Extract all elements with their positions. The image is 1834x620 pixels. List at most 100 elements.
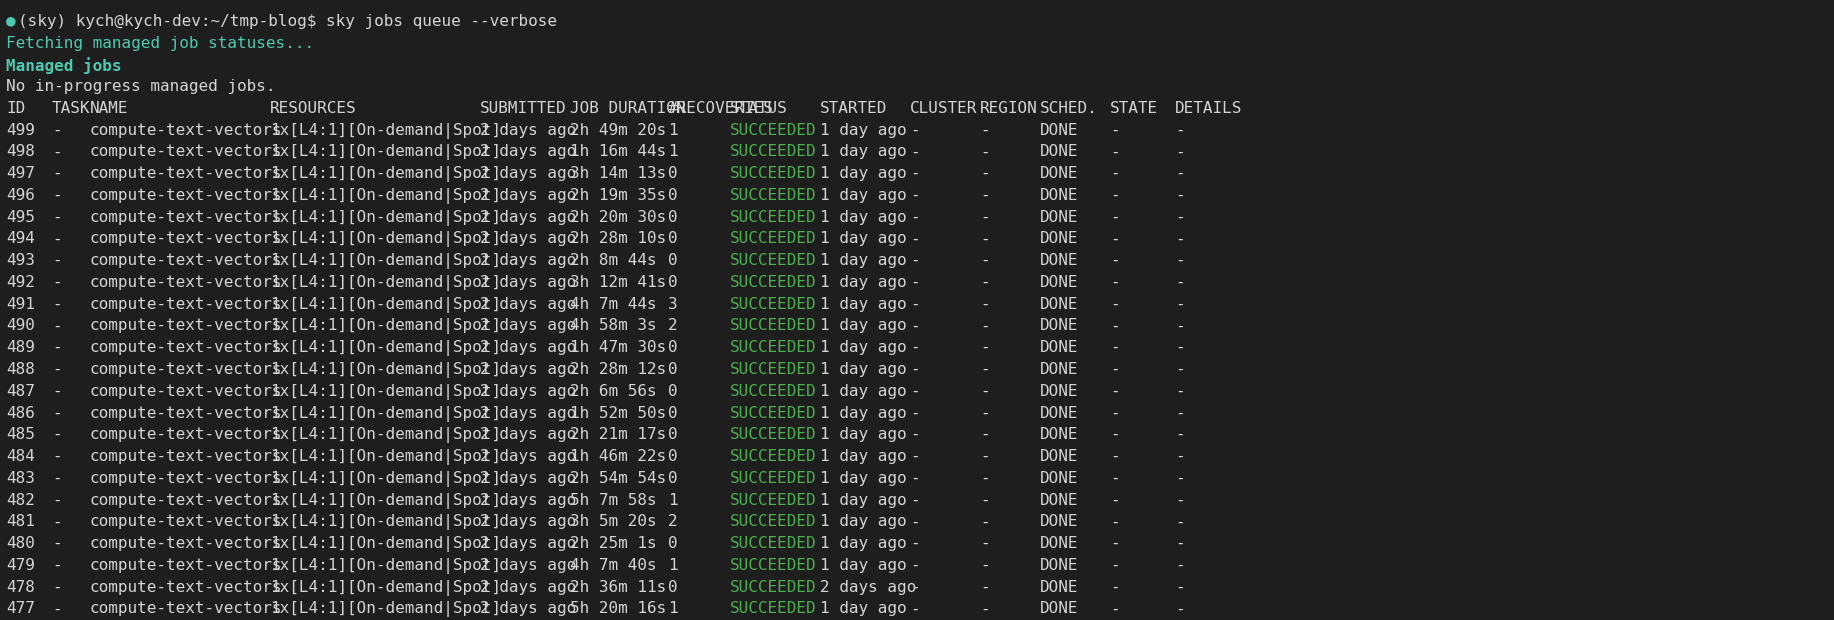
Text: DONE: DONE <box>1040 210 1078 224</box>
Text: 1x[L4:1][On-demand|Spot]: 1x[L4:1][On-demand|Spot] <box>270 340 501 356</box>
Text: -: - <box>1176 449 1185 464</box>
Text: 1 day ago: 1 day ago <box>820 253 906 268</box>
Text: -: - <box>910 231 919 246</box>
Text: 1 day ago: 1 day ago <box>820 297 906 312</box>
Text: ID: ID <box>6 101 26 116</box>
Text: SUCCEEDED: SUCCEEDED <box>730 210 816 224</box>
Text: compute-text-vectors: compute-text-vectors <box>90 601 282 616</box>
Text: 489: 489 <box>6 340 35 355</box>
Text: -: - <box>51 231 62 246</box>
Text: compute-text-vectors: compute-text-vectors <box>90 580 282 595</box>
Text: 2: 2 <box>668 515 677 529</box>
Text: -: - <box>1110 384 1119 399</box>
Text: compute-text-vectors: compute-text-vectors <box>90 166 282 181</box>
Text: -: - <box>1110 231 1119 246</box>
Text: 2h 8m 44s: 2h 8m 44s <box>570 253 657 268</box>
Text: 2h 49m 20s: 2h 49m 20s <box>570 123 666 138</box>
Text: 0: 0 <box>668 405 677 420</box>
Text: DONE: DONE <box>1040 231 1078 246</box>
Text: 1h 46m 22s: 1h 46m 22s <box>570 449 666 464</box>
Text: -: - <box>910 471 919 486</box>
Text: 2h 28m 10s: 2h 28m 10s <box>570 231 666 246</box>
Text: -: - <box>1176 144 1185 159</box>
Text: 1h 52m 50s: 1h 52m 50s <box>570 405 666 420</box>
Text: -: - <box>1110 492 1119 508</box>
Text: 3h 12m 41s: 3h 12m 41s <box>570 275 666 290</box>
Text: -: - <box>979 471 990 486</box>
Text: -: - <box>51 362 62 377</box>
Text: -: - <box>51 384 62 399</box>
Text: -: - <box>979 601 990 616</box>
Text: 490: 490 <box>6 319 35 334</box>
Text: Fetching managed job statuses...: Fetching managed job statuses... <box>6 35 314 51</box>
Text: -: - <box>1176 188 1185 203</box>
Text: 3h 5m 20s: 3h 5m 20s <box>570 515 657 529</box>
Text: -: - <box>51 580 62 595</box>
Text: 2 days ago: 2 days ago <box>481 362 576 377</box>
Text: 2 days ago: 2 days ago <box>481 471 576 486</box>
Text: compute-text-vectors: compute-text-vectors <box>90 123 282 138</box>
Text: compute-text-vectors: compute-text-vectors <box>90 340 282 355</box>
Text: -: - <box>1110 427 1119 442</box>
Text: compute-text-vectors: compute-text-vectors <box>90 558 282 573</box>
Text: 0: 0 <box>668 580 677 595</box>
Text: -: - <box>51 319 62 334</box>
Text: 477: 477 <box>6 601 35 616</box>
Text: 1x[L4:1][On-demand|Spot]: 1x[L4:1][On-demand|Spot] <box>270 536 501 552</box>
Text: SUCCEEDED: SUCCEEDED <box>730 188 816 203</box>
Text: -: - <box>910 188 919 203</box>
Text: 2 days ago: 2 days ago <box>481 536 576 551</box>
Text: -: - <box>979 427 990 442</box>
Text: 5h 20m 16s: 5h 20m 16s <box>570 601 666 616</box>
Text: 1x[L4:1][On-demand|Spot]: 1x[L4:1][On-demand|Spot] <box>270 231 501 247</box>
Text: SUCCEEDED: SUCCEEDED <box>730 558 816 573</box>
Text: -: - <box>910 362 919 377</box>
Text: DONE: DONE <box>1040 188 1078 203</box>
Text: compute-text-vectors: compute-text-vectors <box>90 449 282 464</box>
Text: 0: 0 <box>668 275 677 290</box>
Text: RESOURCES: RESOURCES <box>270 101 356 116</box>
Text: -: - <box>979 319 990 334</box>
Text: 1 day ago: 1 day ago <box>820 166 906 181</box>
Text: 2 days ago: 2 days ago <box>481 405 576 420</box>
Text: 2h 36m 11s: 2h 36m 11s <box>570 580 666 595</box>
Text: 2 days ago: 2 days ago <box>481 319 576 334</box>
Text: -: - <box>910 210 919 224</box>
Text: -: - <box>910 275 919 290</box>
Text: -: - <box>1110 340 1119 355</box>
Text: compute-text-vectors: compute-text-vectors <box>90 536 282 551</box>
Text: 2 days ago: 2 days ago <box>481 188 576 203</box>
Text: SUCCEEDED: SUCCEEDED <box>730 492 816 508</box>
Text: -: - <box>1110 166 1119 181</box>
Text: 1 day ago: 1 day ago <box>820 210 906 224</box>
Text: 1: 1 <box>668 492 677 508</box>
Text: 1x[L4:1][On-demand|Spot]: 1x[L4:1][On-demand|Spot] <box>270 253 501 269</box>
Text: -: - <box>1176 492 1185 508</box>
Text: 1 day ago: 1 day ago <box>820 536 906 551</box>
Text: DONE: DONE <box>1040 144 1078 159</box>
Text: 1 day ago: 1 day ago <box>820 515 906 529</box>
Text: compute-text-vectors: compute-text-vectors <box>90 231 282 246</box>
Text: 2h 6m 56s: 2h 6m 56s <box>570 384 657 399</box>
Text: 2h 25m 1s: 2h 25m 1s <box>570 536 657 551</box>
Text: DONE: DONE <box>1040 427 1078 442</box>
Text: -: - <box>51 188 62 203</box>
Text: 0: 0 <box>668 340 677 355</box>
Text: 2 days ago: 2 days ago <box>820 580 917 595</box>
Text: 5h 7m 58s: 5h 7m 58s <box>570 492 657 508</box>
Text: 1 day ago: 1 day ago <box>820 144 906 159</box>
Text: -: - <box>1176 275 1185 290</box>
Text: 4h 58m 3s: 4h 58m 3s <box>570 319 657 334</box>
Text: SUCCEEDED: SUCCEEDED <box>730 405 816 420</box>
Text: -: - <box>1110 144 1119 159</box>
Text: 1x[L4:1][On-demand|Spot]: 1x[L4:1][On-demand|Spot] <box>270 297 501 312</box>
Text: 494: 494 <box>6 231 35 246</box>
Text: -: - <box>1176 231 1185 246</box>
Text: -: - <box>1176 580 1185 595</box>
Text: 1 day ago: 1 day ago <box>820 340 906 355</box>
Text: 487: 487 <box>6 384 35 399</box>
Text: 0: 0 <box>668 166 677 181</box>
Text: -: - <box>51 340 62 355</box>
Text: 0: 0 <box>668 188 677 203</box>
Text: -: - <box>51 144 62 159</box>
